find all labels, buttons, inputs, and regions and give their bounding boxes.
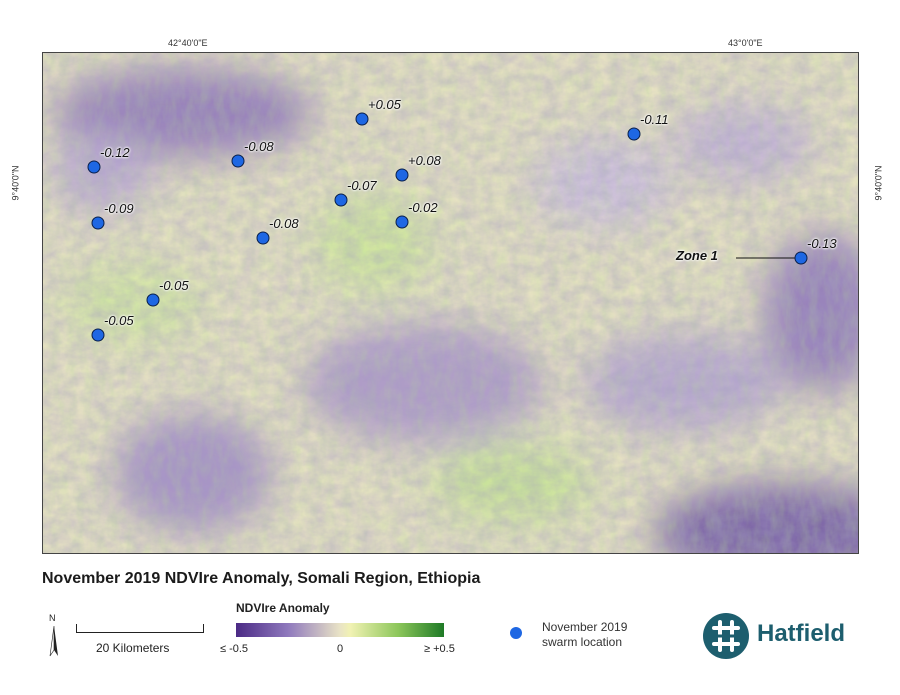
swarm-legend-line1: November 2019 bbox=[542, 620, 628, 634]
anomaly-map[interactable]: -0.12 -0.08 +0.05 +0.08 -0.07 -0.02 -0.11 -0.09… bbox=[42, 52, 859, 554]
legend-max-label: ≥ +0.5 bbox=[424, 643, 455, 655]
latitude-label-right: 9°40'0"N bbox=[873, 165, 884, 201]
swarm-legend-dot bbox=[510, 627, 522, 639]
swarm-points bbox=[87, 112, 808, 342]
scale-bar bbox=[76, 624, 204, 633]
longitude-label-right: 43°0'0"E bbox=[728, 38, 763, 48]
swarm-value-label: +0.05 bbox=[368, 97, 401, 112]
north-letter: N bbox=[49, 613, 56, 623]
anomaly-raster bbox=[43, 53, 858, 553]
legend-min-label: ≤ -0.5 bbox=[220, 643, 249, 655]
zone-label: Zone 1 bbox=[676, 248, 718, 263]
hatfield-logo-icon bbox=[703, 613, 749, 659]
swarm-point[interactable] bbox=[794, 251, 808, 265]
swarm-value-label: -0.12 bbox=[100, 145, 130, 160]
swarm-value-label: -0.07 bbox=[347, 178, 377, 193]
swarm-point[interactable] bbox=[627, 127, 641, 141]
swarm-legend-text: November 2019 swarm location bbox=[542, 620, 662, 650]
swarm-value-label: -0.08 bbox=[269, 216, 299, 231]
swarm-value-label: -0.02 bbox=[408, 200, 438, 215]
swarm-point[interactable] bbox=[256, 231, 270, 245]
swarm-value-label: -0.09 bbox=[104, 201, 134, 216]
legend-title: NDVIre Anomaly bbox=[236, 601, 330, 615]
legend-mid-label: 0 bbox=[337, 643, 344, 655]
swarm-point[interactable] bbox=[355, 112, 369, 126]
latitude-label-left: 9°40'0"N bbox=[10, 165, 21, 201]
swarm-value-label: -0.05 bbox=[104, 313, 134, 328]
swarm-point[interactable] bbox=[87, 160, 101, 174]
north-arrow-icon bbox=[49, 625, 58, 657]
swarm-point[interactable] bbox=[395, 215, 409, 229]
swarm-value-label: -0.11 bbox=[640, 112, 669, 127]
hatfield-brand: Hatfield bbox=[757, 620, 846, 647]
swarm-legend-line2: swarm location bbox=[542, 635, 623, 649]
longitude-label-left: 42°40'0"E bbox=[168, 38, 208, 48]
swarm-point[interactable] bbox=[231, 154, 245, 168]
scale-label: 20 Kilometers bbox=[96, 641, 170, 655]
swarm-point[interactable] bbox=[334, 193, 348, 207]
swarm-value-label: -0.05 bbox=[159, 278, 189, 293]
swarm-point[interactable] bbox=[395, 168, 409, 182]
swarm-point[interactable] bbox=[146, 293, 160, 307]
swarm-point[interactable] bbox=[91, 216, 105, 230]
map-title: November 2019 NDVIre Anomaly, Somali Reg… bbox=[42, 570, 481, 587]
swarm-value-label: +0.08 bbox=[408, 153, 441, 168]
swarm-point[interactable] bbox=[91, 328, 105, 342]
swarm-value-label: -0.13 bbox=[807, 236, 837, 251]
swarm-value-label: -0.08 bbox=[244, 139, 274, 154]
legend-color-ramp bbox=[236, 623, 444, 637]
